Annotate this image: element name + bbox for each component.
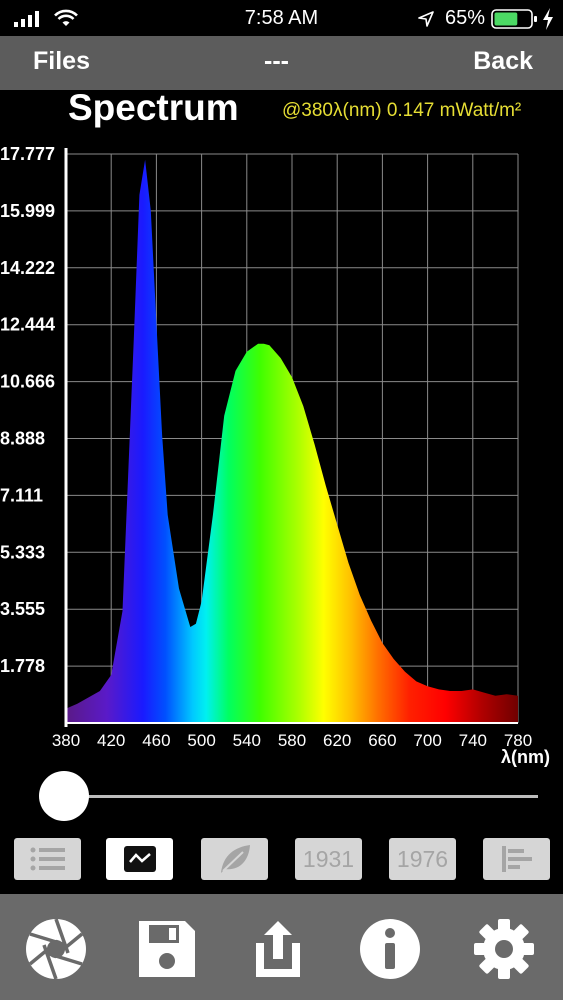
measurement-readout: @380λ(nm) 0.147 mWatt/m² [282, 100, 522, 121]
graph-view-button[interactable] [106, 838, 173, 880]
y-tick-label: 1.778 [0, 656, 45, 676]
battery-icon [491, 9, 537, 29]
y-tick-label: 7.111 [0, 485, 43, 505]
x-tick-label: 740 [459, 731, 487, 750]
nav-title: --- [264, 47, 289, 75]
x-tick-label: 620 [323, 731, 351, 750]
x-tick-label: 380 [52, 731, 80, 750]
x-tick-labels: 380 420 460 500 540 580 620 660 700 740 780 [52, 731, 532, 750]
spectrum-area-group [66, 159, 518, 723]
y-tick-labels: 17.777 15.999 14.222 12.444 10.666 8.888 7.111… [0, 144, 55, 676]
settings-icon[interactable] [472, 917, 536, 981]
save-icon[interactable] [135, 917, 199, 981]
cie1931-button[interactable]: 1931 [295, 838, 362, 880]
y-tick-label: 12.444 [0, 315, 55, 335]
x-tick-label: 420 [97, 731, 125, 750]
y-tick-label: 5.333 [0, 542, 45, 562]
info-icon[interactable] [358, 917, 422, 981]
nav-bar: Files --- Back [0, 36, 563, 90]
x-tick-label: 460 [142, 731, 170, 750]
x-axis-label: λ(nm) [501, 747, 550, 767]
y-tick-label: 15.999 [0, 201, 55, 221]
battery-percent: 65% [444, 7, 485, 29]
spectrum-area [66, 159, 518, 723]
y-tick-label: 17.777 [0, 144, 55, 164]
page-title: Spectrum [68, 87, 239, 128]
files-button[interactable]: Files [33, 47, 90, 75]
leaf-icon [220, 845, 250, 873]
graph-icon [123, 846, 156, 872]
list-view-button[interactable] [14, 838, 81, 880]
list-icon [30, 847, 65, 871]
x-tick-label: 700 [413, 731, 441, 750]
location-arrow-icon [418, 11, 434, 27]
leaf-view-button[interactable] [201, 838, 268, 880]
cie1976-button[interactable]: 1976 [389, 838, 456, 880]
wavelength-slider-track[interactable] [65, 795, 538, 798]
x-tick-label: 780 [504, 731, 532, 750]
wifi-icon [54, 9, 78, 26]
back-button[interactable]: Back [473, 47, 533, 75]
aperture-icon[interactable] [24, 917, 88, 981]
y-tick-label: 10.666 [0, 372, 55, 392]
bar-chart-icon [501, 846, 532, 872]
charging-bolt-icon [543, 8, 553, 30]
status-bar: 7:58 AM 65% [0, 0, 563, 36]
x-tick-label: 500 [187, 731, 215, 750]
status-time: 7:58 AM [244, 7, 319, 29]
chart-axes [64, 148, 518, 727]
x-tick-label: 580 [278, 731, 306, 750]
wavelength-slider-thumb[interactable] [39, 771, 89, 821]
share-icon[interactable] [246, 917, 310, 981]
y-tick-label: 3.555 [0, 599, 45, 619]
y-tick-label: 8.888 [0, 429, 45, 449]
x-tick-label: 540 [233, 731, 261, 750]
bars-view-button[interactable] [483, 838, 550, 880]
signal-icon [14, 11, 39, 27]
y-tick-label: 14.222 [0, 258, 55, 278]
x-tick-label: 660 [368, 731, 396, 750]
spectrum-chart: 17.777 15.999 14.222 12.444 10.666 8.888 7.111… [0, 144, 550, 767]
